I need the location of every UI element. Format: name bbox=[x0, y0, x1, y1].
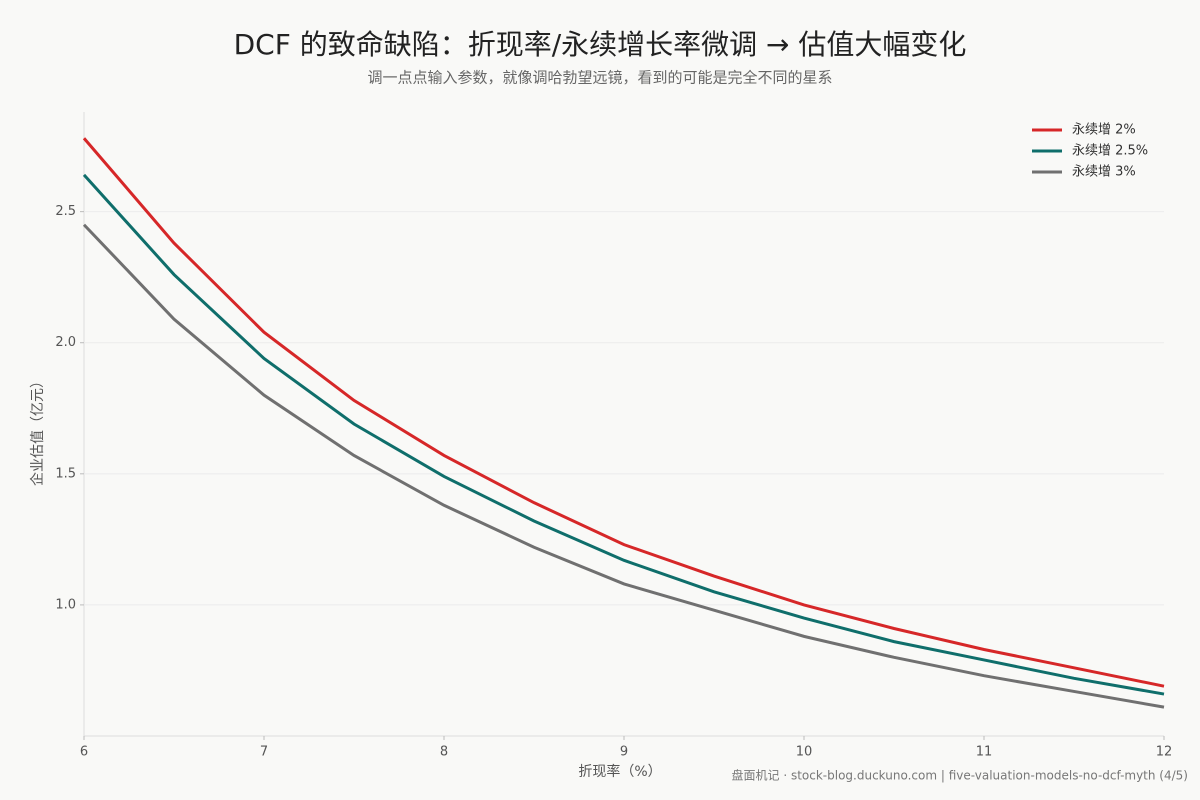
x-tick-label: 9 bbox=[620, 745, 628, 760]
legend-label: 永续增 2.5% bbox=[1072, 144, 1148, 159]
y-axis-label: 企业估值（亿元） bbox=[29, 374, 46, 486]
y-tick-label: 1.0 bbox=[55, 597, 76, 612]
x-tick-label: 11 bbox=[976, 745, 993, 760]
x-axis-label: 折现率（%） bbox=[578, 763, 661, 780]
x-tick-label: 10 bbox=[796, 745, 813, 760]
x-tick-label: 6 bbox=[80, 745, 88, 760]
legend-label: 永续增 3% bbox=[1072, 165, 1136, 180]
line-series bbox=[82, 173, 1165, 696]
x-tick-label: 7 bbox=[260, 745, 268, 760]
y-tick-label: 2.5 bbox=[55, 204, 76, 219]
y-tick-label: 2.0 bbox=[55, 335, 76, 350]
line-series bbox=[82, 223, 1165, 709]
x-tick-label: 8 bbox=[440, 745, 448, 760]
legend-label: 永续增 2% bbox=[1072, 123, 1136, 138]
chart-subtitle: 调一点点输入参数，就像调哈勃望远镜，看到的可能是完全不同的星系 bbox=[367, 69, 832, 87]
chart-title: DCF 的致命缺陷：折现率/永续增长率微调 → 估值大幅变化 bbox=[234, 28, 967, 61]
y-tick-label: 1.5 bbox=[55, 466, 76, 481]
line-series bbox=[82, 137, 1165, 688]
x-tick-label: 12 bbox=[1156, 745, 1173, 760]
footer: 盘面机记 · stock-blog.duckuno.com | five-val… bbox=[732, 768, 1188, 783]
